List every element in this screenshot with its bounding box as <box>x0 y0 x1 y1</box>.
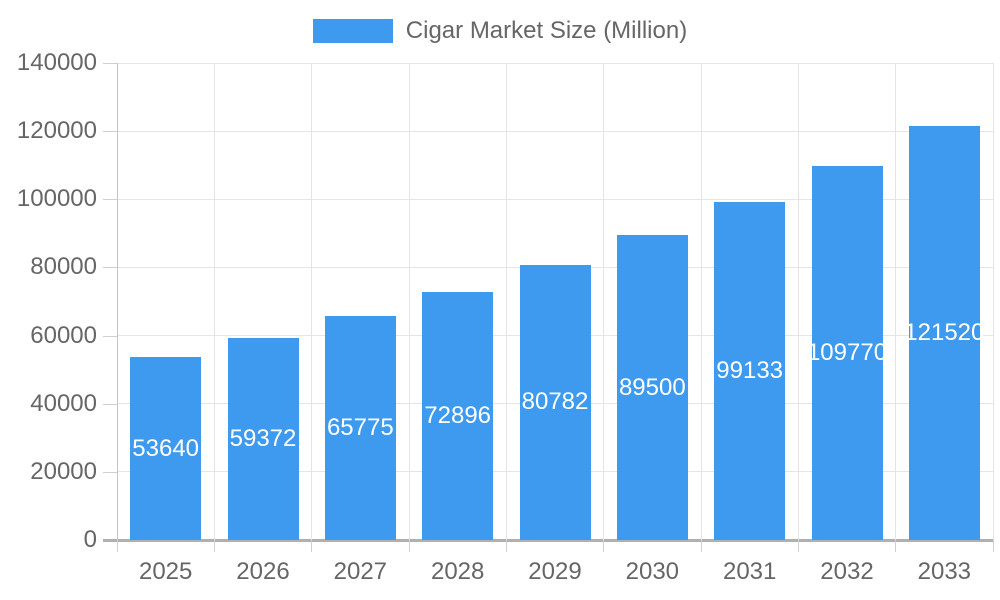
x-axis-line <box>103 539 993 542</box>
x-tick-mark <box>895 540 897 552</box>
x-axis-tick-label: 2025 <box>138 558 193 585</box>
x-gridline <box>797 63 799 540</box>
x-tick-mark <box>116 540 118 552</box>
x-tick-mark <box>408 540 410 552</box>
y-tick-mark <box>103 403 117 405</box>
bar-value-label: 53640 <box>132 434 200 462</box>
x-axis-tick-label: 2029 <box>528 558 582 585</box>
y-axis-tick-label: 60000 <box>30 321 97 349</box>
y-tick-mark <box>103 471 117 473</box>
legend-swatch <box>312 19 393 43</box>
legend-label: Cigar Market Size (Million) <box>405 17 688 44</box>
x-tick-mark <box>797 540 799 552</box>
y-tick-mark <box>103 131 117 133</box>
y-gridline <box>117 130 993 132</box>
bar <box>130 357 202 540</box>
x-gridline <box>505 63 507 540</box>
x-gridline <box>895 63 897 540</box>
legend[interactable]: Cigar Market Size (Million) <box>0 17 1000 45</box>
bar <box>422 291 494 540</box>
x-gridline <box>603 63 605 540</box>
y-gridline <box>117 198 993 200</box>
y-axis-tick-label: 140000 <box>16 49 97 76</box>
x-axis-tick-label: 2028 <box>430 558 485 585</box>
bar <box>908 125 980 540</box>
bar-value-label: 89500 <box>618 373 686 401</box>
bar <box>714 202 786 540</box>
x-axis-tick-label: 2031 <box>722 558 777 585</box>
y-tick-mark <box>103 267 117 269</box>
y-axis-tick-label: 120000 <box>16 117 97 145</box>
bar-value-label: 109770 <box>806 338 888 366</box>
bar-value-label: 72896 <box>424 401 492 429</box>
x-tick-mark <box>213 540 215 552</box>
x-gridline <box>408 63 410 540</box>
y-gridline <box>117 62 993 64</box>
x-gridline <box>992 63 994 540</box>
y-axis-tick-label: 20000 <box>30 457 97 485</box>
x-axis-tick-label: 2032 <box>820 558 874 585</box>
x-gridline <box>700 63 702 540</box>
x-axis-tick-label: 2027 <box>333 558 388 585</box>
y-tick-mark <box>103 335 117 337</box>
x-tick-mark <box>992 540 994 552</box>
bar-value-label: 65775 <box>326 413 394 441</box>
x-tick-mark <box>603 540 605 552</box>
x-gridline <box>311 63 313 540</box>
x-axis-tick-label: 2026 <box>236 558 290 585</box>
bar-value-label: 59372 <box>229 424 297 452</box>
bar <box>324 315 396 540</box>
x-gridline <box>213 63 215 540</box>
y-axis-tick-label: 80000 <box>30 253 97 281</box>
y-tick-mark <box>103 63 117 64</box>
x-tick-mark <box>700 540 702 552</box>
bar <box>227 337 299 540</box>
bar-value-label: 80782 <box>521 388 589 416</box>
x-tick-mark <box>505 540 507 552</box>
bar <box>616 235 688 540</box>
bar-value-label: 121520 <box>904 318 985 346</box>
x-axis-tick-label: 2033 <box>917 558 972 585</box>
x-tick-mark <box>311 540 313 552</box>
bar <box>519 264 591 540</box>
bar <box>811 165 883 540</box>
y-axis-tick-label: 0 <box>83 526 97 553</box>
y-tick-mark <box>103 199 117 201</box>
x-axis-tick-label: 2030 <box>625 558 680 585</box>
y-axis-tick-label: 100000 <box>16 185 97 213</box>
y-axis-tick-label: 40000 <box>30 389 97 417</box>
y-axis-line <box>116 63 118 540</box>
bar-value-label: 99133 <box>716 357 784 385</box>
